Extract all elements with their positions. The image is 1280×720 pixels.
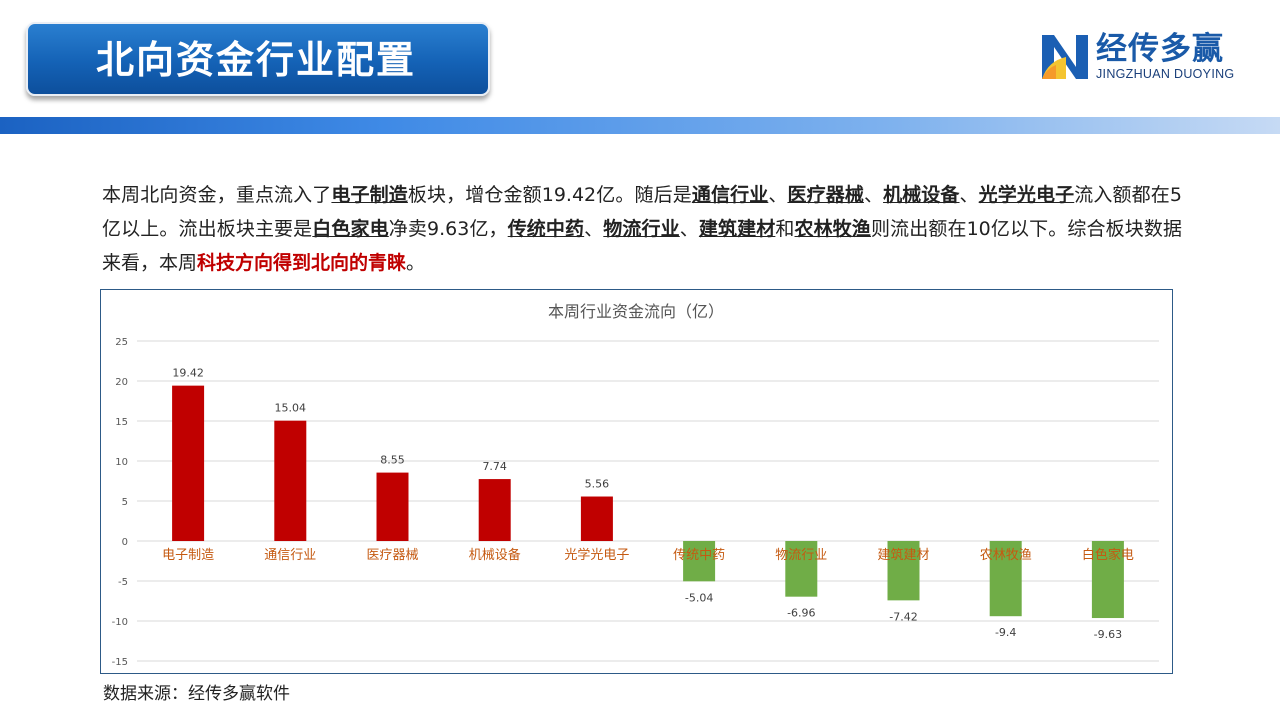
bar xyxy=(1091,541,1124,619)
summary-text: 板块，增仓金额19.42亿。随后是 xyxy=(407,184,692,206)
bar xyxy=(274,420,307,541)
bar xyxy=(989,541,1022,617)
summary-text: 净卖9.63亿， xyxy=(388,218,508,240)
separator: 、 xyxy=(679,218,699,240)
sector-construction: 建筑建材 xyxy=(698,218,776,240)
chart-title: 本周行业资金流向（亿） xyxy=(548,302,724,321)
data-label: -9.63 xyxy=(1094,628,1122,641)
y-tick-label: 15 xyxy=(115,417,128,428)
sector-machinery: 机械设备 xyxy=(883,184,960,206)
summary-text: 流入额都在5亿以上。流出板块主要是 xyxy=(102,184,1182,240)
data-label: -5.04 xyxy=(685,591,713,604)
grid-layer xyxy=(137,340,1159,662)
category-label: 机械设备 xyxy=(469,547,521,563)
bar xyxy=(172,385,205,541)
summary-text: 则流出额在10亿以下。综合板块数据来看，本周 xyxy=(102,218,1182,274)
sector-agriculture: 农林牧渔 xyxy=(794,218,871,240)
category-label: 医疗器械 xyxy=(366,548,418,563)
logo-mark-icon xyxy=(1042,35,1088,79)
labels-layer: 25 20 15 10 5 0 -5 -10 -15 19.42 电子制造 15.04 通信行业 8.55… xyxy=(112,337,1134,668)
logo-name: 经传多赢 xyxy=(1096,31,1224,67)
category-label: 通信行业 xyxy=(264,548,316,563)
y-tick-label: -15 xyxy=(112,657,128,668)
sector-medical: 医疗器械 xyxy=(787,184,864,206)
summary-text: 和 xyxy=(775,218,795,240)
chart-frame: 本周行业资金流向（亿） 25 20 15 10 5 0 -5 -10 -15 19.42 电子制造 1… xyxy=(100,289,1173,674)
category-label: 农林牧渔 xyxy=(980,548,1032,563)
category-label: 物流行业 xyxy=(775,548,827,563)
y-tick-label: 10 xyxy=(115,457,128,468)
data-label: -6.96 xyxy=(787,607,815,620)
summary-text: 本周北向资金，重点流入了 xyxy=(102,184,332,206)
bar xyxy=(683,541,716,582)
sector-electronics: 电子制造 xyxy=(331,184,408,206)
y-tick-label: 25 xyxy=(115,337,128,348)
bar xyxy=(785,541,818,597)
summary-paragraph: 本周北向资金，重点流入了电子制造板块，增仓金额19.42亿。随后是通信行业、医疗… xyxy=(102,178,1182,280)
category-label: 传统中药 xyxy=(673,548,725,563)
data-label: 8.55 xyxy=(380,454,405,467)
separator: 、 xyxy=(959,184,979,206)
bar xyxy=(376,472,409,541)
data-label: -7.42 xyxy=(889,610,917,623)
data-label: 7.74 xyxy=(482,460,507,473)
data-label: 5.56 xyxy=(585,478,610,491)
title-banner: 北向资金行业配置 xyxy=(26,22,490,96)
bar xyxy=(887,541,920,601)
summary-highlight: 科技方向得到北向的青睐 xyxy=(197,252,407,274)
bar xyxy=(580,496,613,541)
brand-logo: 经传多赢 JINGZHUAN DUOYING xyxy=(1040,31,1260,85)
y-tick-label: 20 xyxy=(115,377,128,388)
header-divider xyxy=(0,117,1280,134)
sector-logistics: 物流行业 xyxy=(603,218,680,240)
y-tick-label: -10 xyxy=(112,617,128,628)
sector-appliances: 白色家电 xyxy=(312,218,389,240)
data-label: 19.42 xyxy=(172,367,204,380)
sector-telecom: 通信行业 xyxy=(691,184,769,206)
category-label: 光学光电子 xyxy=(564,547,629,563)
data-label: 15.04 xyxy=(275,402,307,415)
y-tick-label: -5 xyxy=(118,577,128,588)
bar-chart: 本周行业资金流向（亿） 25 20 15 10 5 0 -5 -10 -15 19.42 电子制造 1… xyxy=(112,302,1159,668)
category-label: 白色家电 xyxy=(1082,547,1134,563)
sector-optoelectronics: 光学光电子 xyxy=(978,184,1075,206)
category-label: 建筑建材 xyxy=(877,547,929,563)
logo-subtitle: JINGZHUAN DUOYING xyxy=(1096,67,1235,81)
summary-text: 。 xyxy=(406,252,426,274)
separator: 、 xyxy=(584,218,604,240)
page-title: 北向资金行业配置 xyxy=(96,38,417,82)
data-label: -9.4 xyxy=(995,626,1016,639)
sector-chinese-medicine: 传统中药 xyxy=(507,218,585,240)
y-tick-label: 0 xyxy=(122,537,128,548)
y-tick-label: 5 xyxy=(122,497,128,508)
data-source: 数据来源：经传多赢软件 xyxy=(103,684,290,704)
separator: 、 xyxy=(768,184,788,206)
bar xyxy=(478,479,511,541)
category-label: 电子制造 xyxy=(162,548,214,563)
bars-layer xyxy=(172,385,1124,619)
separator: 、 xyxy=(863,184,884,206)
